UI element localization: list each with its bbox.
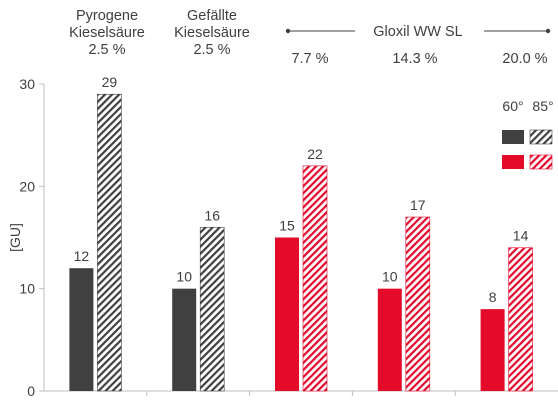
data-label-60-5: 8 <box>489 289 497 305</box>
y-tick-label: 30 <box>19 76 35 92</box>
data-label-85-5: 14 <box>513 228 529 244</box>
gloxil-bracket: Gloxil WW SL <box>285 24 551 40</box>
bracket-label: Gloxil WW SL <box>373 24 462 40</box>
y-tick-label: 10 <box>19 281 35 297</box>
data-label-85-2: 16 <box>204 207 220 223</box>
data-label-60-3: 15 <box>279 218 295 234</box>
header-group-2-pct: 2.5 % <box>193 42 231 58</box>
bar-85-4 <box>405 216 431 392</box>
data-label-60-2: 10 <box>176 269 192 285</box>
bracket-dot-left <box>285 28 291 34</box>
legend: 60° 85° <box>502 98 554 170</box>
legend-swatch-red-85 <box>529 154 553 170</box>
bar-60-3 <box>275 237 299 391</box>
data-label-60-1: 12 <box>74 248 90 264</box>
y-axis-label: [GU] <box>7 223 23 252</box>
bar-85-5 <box>508 247 533 392</box>
header-group-1-line1: Pyrogene <box>75 8 139 24</box>
header-group-2-line2: Kieselsäure <box>174 25 250 41</box>
bar-60-1 <box>69 268 94 391</box>
bracket-dot-right <box>545 28 551 34</box>
legend-swatch-dark-60 <box>502 130 524 144</box>
header-group-1: Pyrogene Kieselsäure 2.5 % <box>52 8 162 59</box>
header-group-3-pct: 7.7 % <box>291 51 329 67</box>
bars <box>69 93 533 392</box>
header-group-1-pct: 2.5 % <box>88 42 126 58</box>
header-group-1-line2: Kieselsäure <box>69 25 145 41</box>
legend-label-60: 60° <box>502 98 523 114</box>
y-tick-label: 0 <box>27 383 35 399</box>
bar-60-4 <box>377 288 402 391</box>
header-group-2-line1: Gefällte <box>187 8 237 24</box>
header-group-2: Gefällte Kieselsäure 2.5 % <box>157 8 267 59</box>
data-label-60-4: 10 <box>382 269 398 285</box>
header-group-4-pct: 14.3 % <box>392 51 438 67</box>
bar-85-3 <box>302 165 328 392</box>
data-label-85-3: 22 <box>307 146 323 162</box>
bar-85-1 <box>97 93 122 392</box>
legend-label-85: 85° <box>532 98 553 114</box>
y-tick-label: 20 <box>19 178 35 194</box>
header-group-5-pct: 20.0 % <box>502 51 548 67</box>
data-labels: 12 29 10 16 15 22 10 17 8 14 <box>74 74 529 305</box>
legend-swatch-dark-85 <box>529 129 553 145</box>
bar-60-5 <box>480 309 505 391</box>
data-label-85-4: 17 <box>410 197 426 213</box>
legend-swatch-red-60 <box>502 155 524 169</box>
axes: 0 10 20 30 [GU] <box>7 76 558 399</box>
bar-85-2 <box>199 226 225 392</box>
bar-60-2 <box>172 288 197 391</box>
data-label-85-1: 29 <box>102 74 118 90</box>
